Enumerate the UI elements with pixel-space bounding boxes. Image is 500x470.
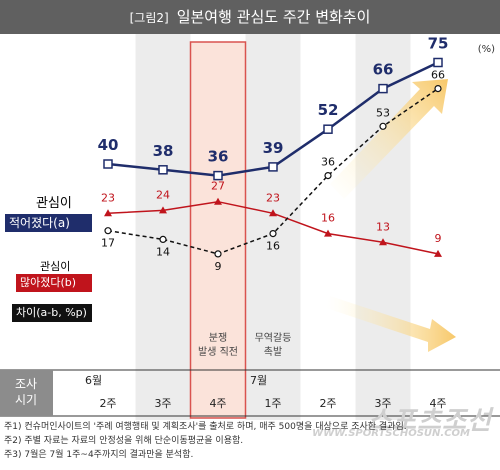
data-point (434, 84, 442, 93)
legend-diff-box: 차이(a-b, %p) (12, 304, 92, 322)
data-point (268, 162, 278, 172)
data-point (379, 238, 387, 246)
annotation-label: 분쟁 (209, 332, 227, 344)
column-shade (355, 34, 411, 420)
legend-a-box: 적어졌다(a) (5, 214, 92, 232)
legend-b-box: 많아졌다(b) (16, 274, 92, 292)
data-label: 17 (101, 237, 115, 250)
data-point (434, 249, 442, 257)
data-point (159, 235, 167, 243)
data-label: 9 (435, 232, 442, 245)
column-shade (245, 34, 301, 420)
data-label: 36 (208, 148, 229, 166)
figure-tag: [그림2] (129, 11, 169, 25)
data-point (213, 170, 223, 181)
data-point (324, 229, 332, 237)
data-label: 75 (428, 35, 449, 53)
note-1: 주1) 컨슈머인사이트의 '주례 여행행태 및 계획조사'를 출처로 하며, 매… (4, 422, 407, 432)
column-shade (135, 34, 191, 420)
data-label: 24 (156, 188, 170, 201)
highlight-column (189, 41, 247, 419)
annotation-label: 촉발 (264, 346, 282, 358)
data-label: 23 (266, 191, 280, 204)
data-point (104, 227, 112, 235)
data-label: 16 (266, 240, 280, 253)
data-label: 23 (101, 191, 115, 204)
axis-title: 조사 (15, 377, 37, 391)
data-label: 52 (318, 101, 339, 119)
data-point (378, 83, 388, 94)
month-label: 6월 (85, 374, 102, 387)
x-tick-label: 3주 (154, 397, 171, 410)
axis-title: 시기 (15, 393, 37, 407)
data-point (214, 250, 222, 258)
data-point (104, 209, 112, 217)
x-tick-label: 2주 (319, 397, 336, 410)
notes: 주1) 컨슈머인사이트의 '주례 여행행태 및 계획조사'를 출처로 하며, 매… (4, 420, 407, 462)
x-tick-label: 3주 (374, 397, 391, 410)
data-point (158, 165, 168, 175)
data-point (324, 172, 332, 180)
page-title: [그림2] 일본여행 관심도 주간 변화추이 (0, 0, 500, 34)
data-label: 39 (263, 139, 284, 157)
data-label: 66 (373, 61, 394, 79)
trend-arrow-down (326, 296, 456, 352)
axis-title-cell (0, 370, 53, 416)
note-3: 주3) 7월은 7월 1주~4주까지의 결과만을 분석함. (4, 450, 194, 460)
legend-a-prefix: 관심이 (36, 196, 72, 211)
data-label: 38 (153, 142, 174, 160)
title-text: 일본여행 관심도 주간 변화추이 (176, 8, 371, 26)
data-point (379, 122, 387, 130)
data-label: 13 (376, 220, 390, 233)
data-point (323, 124, 333, 134)
data-point (103, 159, 113, 169)
chart-area: (%) 40 38 36 39 52 66 75 23 24 27 23 16 13 9 17 14 9 16 36 5… (0, 34, 500, 420)
data-point (269, 230, 277, 238)
data-label: 40 (98, 136, 119, 154)
data-label: 53 (376, 106, 390, 119)
data-label: 36 (321, 156, 335, 169)
x-tick-label: 1주 (264, 397, 281, 410)
x-tick-label: 4주 (429, 397, 446, 410)
data-point (159, 206, 167, 214)
unit-label: (%) (478, 44, 495, 55)
data-point (269, 209, 277, 217)
month-label: 7월 (250, 374, 267, 387)
note-2: 주2) 주별 자료는 자료의 안정성을 위해 단순이동평균을 이용함. (4, 436, 244, 446)
data-point (433, 57, 443, 68)
trend-arrow-up (330, 79, 448, 199)
x-tick-label: 4주 (209, 397, 226, 410)
data-label: 14 (156, 245, 170, 258)
annotation-label: 무역갈등 (255, 331, 292, 344)
watermark-brand: 스포츠조선 (367, 406, 492, 436)
data-label: 66 (431, 69, 445, 82)
data-label: 27 (211, 180, 225, 193)
annotation-label: 발생 직전 (198, 346, 238, 358)
x-tick-label: 2주 (99, 397, 116, 410)
legend-b-prefix: 관심이 (40, 260, 71, 273)
data-label: 9 (215, 260, 222, 273)
data-point (214, 197, 222, 205)
header-bar (0, 0, 500, 34)
watermark-url: WWW.SPORTSCHOSUN.COM (312, 428, 470, 439)
data-label: 16 (321, 212, 335, 225)
